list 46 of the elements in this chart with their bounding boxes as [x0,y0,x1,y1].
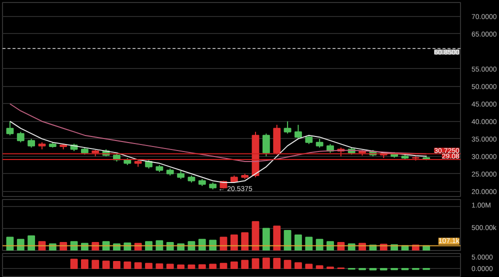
bar [156,240,164,250]
bar [113,261,120,269]
bar [156,263,164,269]
bar [198,238,206,250]
bar [230,262,238,269]
bar [124,262,132,269]
candlestick [284,120,292,134]
bar [102,260,110,269]
bar [28,235,36,250]
bar [166,264,174,269]
bar [220,236,228,250]
bar [241,232,249,250]
bar [81,259,88,269]
bar [209,264,217,269]
bar [305,236,313,250]
candlestick [16,131,24,143]
bar [16,238,24,250]
bar [92,260,100,269]
bar [209,240,217,250]
bar [316,265,324,269]
bar [134,262,142,269]
bar [294,262,302,269]
line-series [9,120,427,184]
bar [284,260,292,269]
bar [273,258,281,269]
bar [198,264,206,269]
bar [220,262,228,269]
candlestick [6,120,14,136]
bar [6,236,14,250]
bar [305,264,313,269]
bar [177,264,184,269]
bar [145,262,152,269]
bar [230,234,238,250]
bar [273,226,281,250]
bar [262,258,270,269]
bar [252,221,260,250]
bar [262,228,270,250]
bar [252,258,260,269]
candlestick [294,124,302,140]
bar [241,260,249,269]
bar [284,230,292,250]
bar [70,258,78,269]
bar [294,234,302,250]
bar [316,238,324,250]
bar [188,264,196,269]
candlestick [262,133,270,157]
